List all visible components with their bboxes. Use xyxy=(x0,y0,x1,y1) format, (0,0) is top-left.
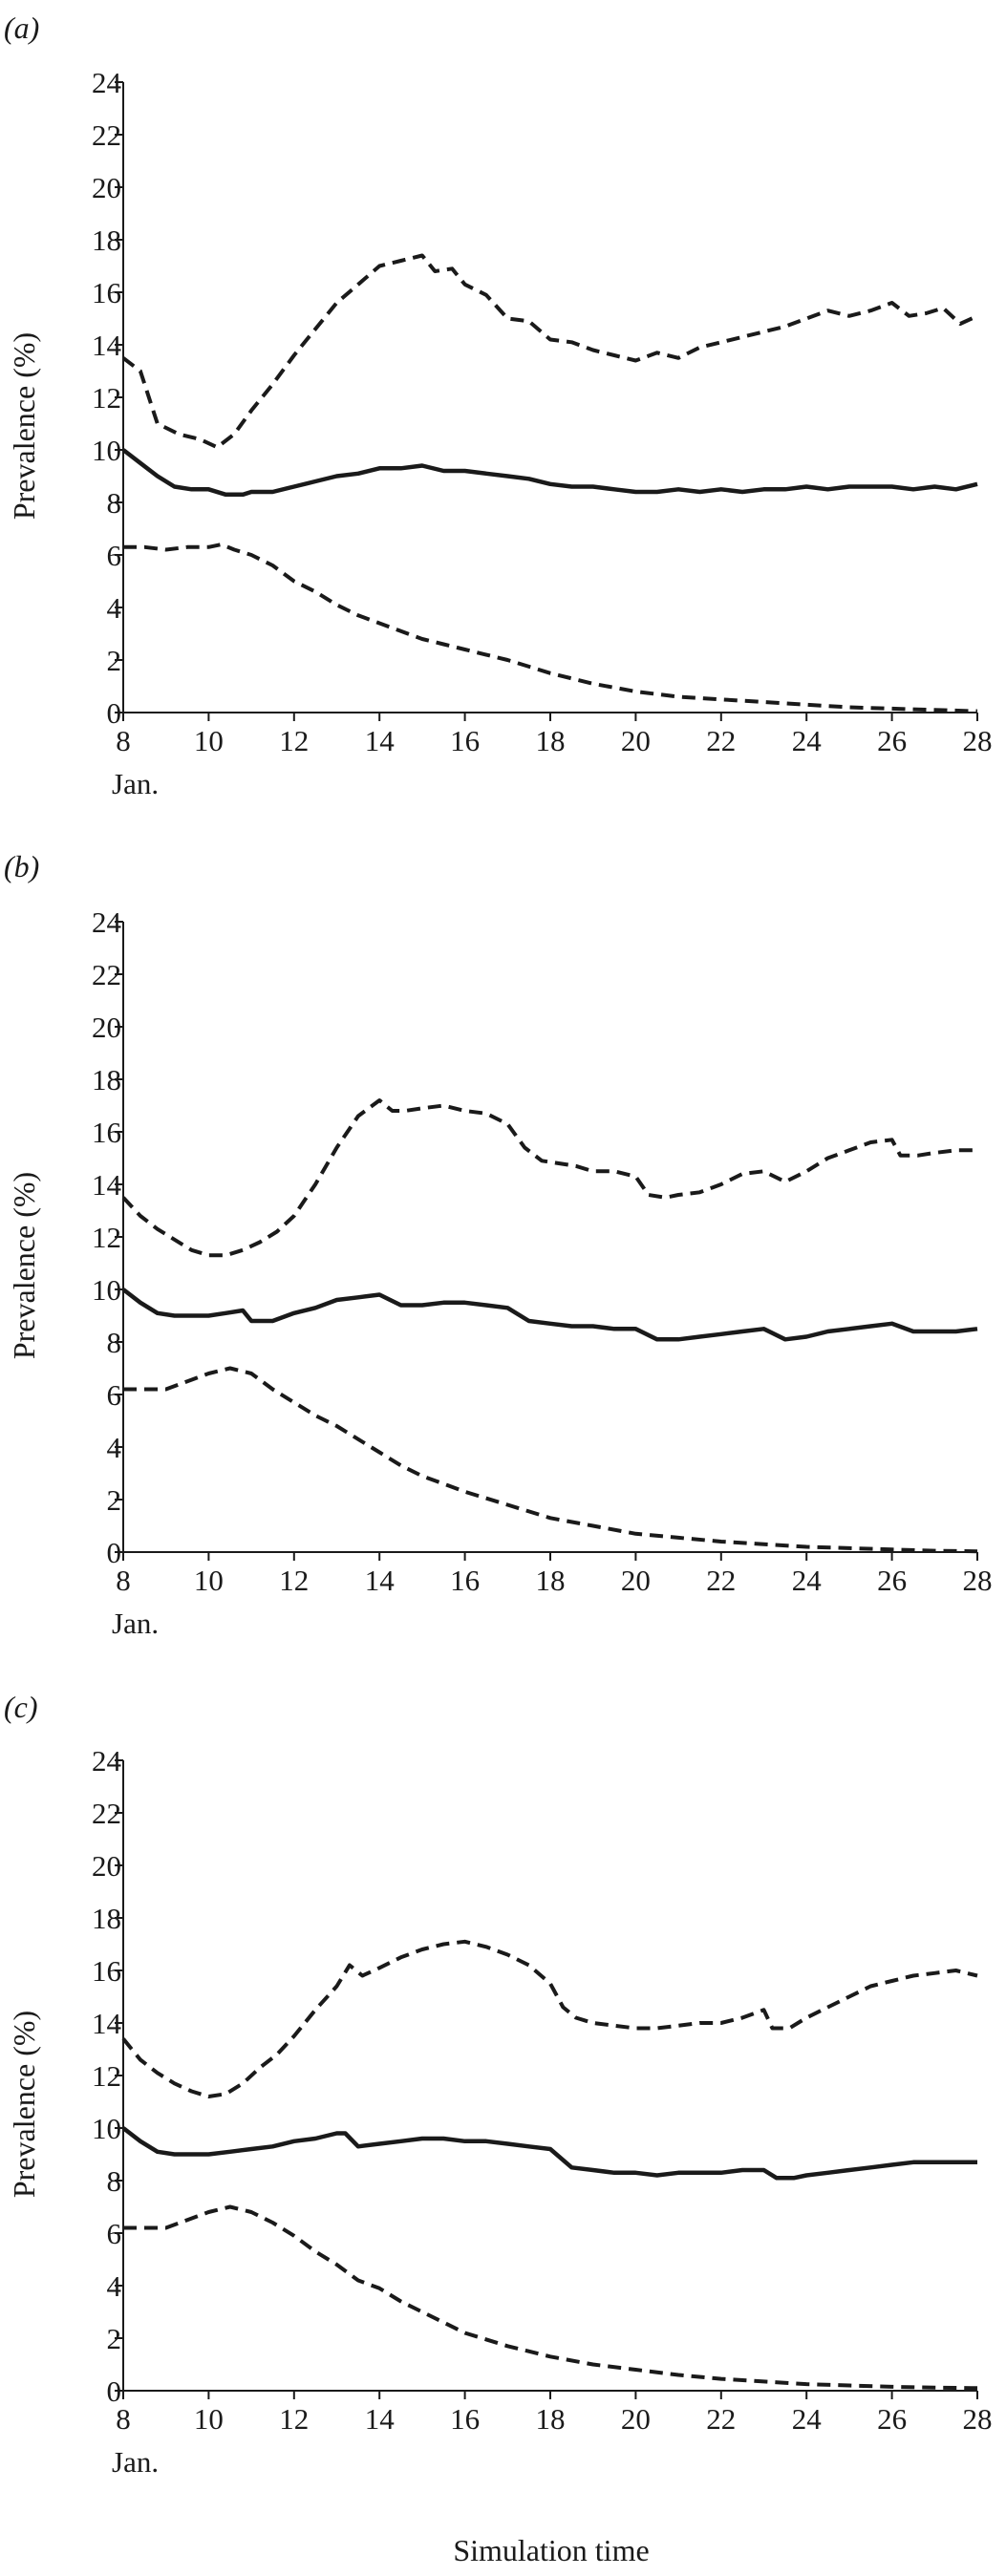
y-tick-label: 6 xyxy=(107,1378,122,1412)
y-axis-label: Prevalence (%) xyxy=(7,1172,41,1359)
series-line-2 xyxy=(121,2126,977,2181)
y-tick-label: 8 xyxy=(107,486,122,520)
y-tick-label: 14 xyxy=(92,329,122,362)
x-tick-label: 12 xyxy=(279,2402,309,2436)
y-tick-label: 12 xyxy=(92,2059,121,2093)
x-tick-label: 16 xyxy=(450,1564,480,1597)
x-tick-label: 14 xyxy=(365,724,396,757)
panel-label: (a) xyxy=(4,11,39,45)
x-tick-label: 14 xyxy=(365,1564,396,1597)
x-tick-label: 10 xyxy=(194,1564,224,1597)
x-tick-label: 16 xyxy=(450,724,480,757)
series-line-1 xyxy=(121,1939,978,2098)
series-line-3 xyxy=(123,543,978,713)
y-tick-label: 18 xyxy=(92,224,121,257)
x-tick-label: 20 xyxy=(621,1564,651,1597)
x-tick-label: 26 xyxy=(877,724,907,757)
x-tick-label: 12 xyxy=(279,724,309,757)
series-line-2 xyxy=(121,1288,978,1342)
y-tick-label: 4 xyxy=(107,591,122,625)
y-tick-label: 16 xyxy=(92,276,121,309)
y-tick-label: 10 xyxy=(92,1273,121,1307)
x-tick-label: 24 xyxy=(792,2402,823,2436)
x-tick-label: 18 xyxy=(536,2402,566,2436)
common-x-axis-label: Simulation time xyxy=(453,2533,649,2567)
x-axis-month-label: Jan. xyxy=(112,767,159,800)
y-tick-label: 22 xyxy=(92,1797,121,1830)
x-tick-label: 22 xyxy=(706,724,736,757)
y-tick-label: 20 xyxy=(92,1849,121,1883)
y-tick-label: 10 xyxy=(92,2112,121,2145)
panel-label: (b) xyxy=(4,849,39,884)
y-tick-label: 20 xyxy=(92,1011,121,1044)
y-tick-label: 2 xyxy=(107,2322,122,2355)
y-tick-label: 24 xyxy=(92,66,122,99)
x-tick-label: 14 xyxy=(365,2402,396,2436)
y-tick-label: 8 xyxy=(107,2164,122,2198)
y-axis-label: Prevalence (%) xyxy=(7,332,41,520)
x-tick-label: 10 xyxy=(194,724,224,757)
series-line-2 xyxy=(121,448,978,498)
x-tick-label: 20 xyxy=(621,2402,651,2436)
y-axis-label: Prevalence (%) xyxy=(7,2011,41,2198)
y-tick-label: 16 xyxy=(92,1954,121,1988)
x-tick-label: 24 xyxy=(792,724,823,757)
y-tick-label: 12 xyxy=(92,381,121,415)
x-tick-label: 8 xyxy=(116,724,131,757)
x-tick-label: 16 xyxy=(450,2402,480,2436)
y-tick-label: 0 xyxy=(107,1536,122,1569)
y-tick-label: 10 xyxy=(92,434,121,467)
series-line-1 xyxy=(121,1098,977,1258)
y-tick-label: 12 xyxy=(92,1221,121,1254)
x-axis-month-label: Jan. xyxy=(112,2445,159,2479)
x-tick-label: 8 xyxy=(116,1564,131,1597)
y-tick-label: 8 xyxy=(107,1326,122,1359)
x-tick-label: 22 xyxy=(706,1564,736,1597)
y-tick-label: 24 xyxy=(92,905,122,939)
x-tick-label: 28 xyxy=(963,2402,993,2436)
y-tick-label: 6 xyxy=(107,2217,122,2250)
x-tick-label: 28 xyxy=(963,1564,993,1597)
y-tick-label: 0 xyxy=(107,2374,122,2408)
y-tick-label: 4 xyxy=(107,1431,122,1464)
y-tick-label: 4 xyxy=(107,2269,122,2303)
y-tick-label: 6 xyxy=(107,539,122,572)
y-tick-label: 18 xyxy=(92,1902,121,1935)
series-line-3 xyxy=(123,1366,978,1554)
y-tick-label: 16 xyxy=(92,1116,121,1149)
y-tick-label: 0 xyxy=(107,696,122,730)
x-tick-label: 18 xyxy=(536,724,566,757)
x-tick-label: 24 xyxy=(792,1564,823,1597)
x-tick-label: 26 xyxy=(877,1564,907,1597)
y-tick-label: 14 xyxy=(92,2007,122,2040)
y-tick-label: 18 xyxy=(92,1063,121,1096)
x-tick-label: 10 xyxy=(194,2402,224,2436)
x-tick-label: 12 xyxy=(279,1564,309,1597)
x-axis-month-label: Jan. xyxy=(112,1607,159,1640)
y-tick-label: 2 xyxy=(107,644,122,677)
x-tick-label: 8 xyxy=(116,2402,131,2436)
y-tick-label: 24 xyxy=(92,1744,122,1778)
panel-label: (c) xyxy=(4,1690,38,1724)
y-tick-label: 22 xyxy=(92,118,121,152)
x-tick-label: 22 xyxy=(706,2402,736,2436)
series-line-1 xyxy=(121,253,978,450)
y-tick-label: 2 xyxy=(107,1483,122,1517)
y-tick-label: 14 xyxy=(92,1168,122,1202)
series-line-3 xyxy=(123,2204,978,2391)
x-tick-label: 26 xyxy=(877,2402,907,2436)
x-tick-label: 28 xyxy=(963,724,993,757)
y-tick-label: 22 xyxy=(92,958,121,991)
x-tick-label: 20 xyxy=(621,724,651,757)
y-tick-label: 20 xyxy=(92,171,121,204)
x-tick-label: 18 xyxy=(536,1564,566,1597)
